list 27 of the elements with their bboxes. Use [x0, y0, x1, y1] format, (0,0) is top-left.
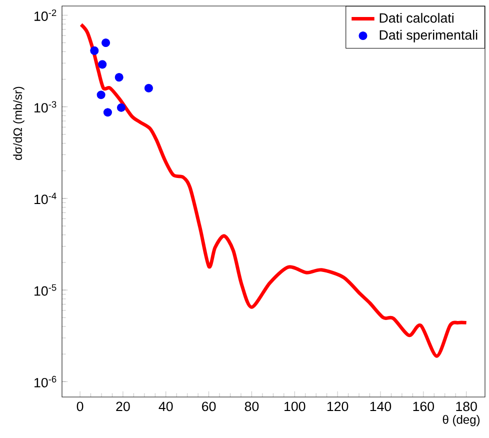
- point: [102, 38, 110, 48]
- y-axis-title: dσ/dΩ (mb/sr): [13, 86, 24, 160]
- point: [90, 46, 99, 55]
- x-tick-label: 0: [76, 402, 84, 412]
- legend-label: Dati calcolati: [380, 12, 454, 23]
- x-axis-title: θ (deg): [442, 415, 480, 426]
- point: [116, 103, 126, 112]
- x-tick-label: 140: [370, 402, 392, 412]
- y-tick-label: 10$^{-5}$: [34, 284, 56, 296]
- point: [98, 60, 107, 69]
- x-tick-label: 100: [284, 402, 306, 412]
- point: [96, 90, 106, 100]
- point: [103, 108, 112, 117]
- x-tick-label: 60: [202, 402, 216, 412]
- x-tick-label: 80: [244, 402, 259, 412]
- x-tick-label: 120: [327, 402, 348, 412]
- x-tick-label: 20: [116, 402, 130, 412]
- point: [144, 84, 153, 92]
- x-tick-label: 40: [158, 402, 173, 412]
- x-tick-label: 160: [413, 402, 434, 412]
- y-tick-label: 10$^{-6}$: [34, 376, 56, 388]
- point: [114, 73, 124, 82]
- legend-label: Dati sperimentali: [380, 30, 478, 42]
- y-tick-label: 10$^{-3}$: [34, 101, 56, 113]
- y-tick-label: 10$^{-4}$: [34, 192, 56, 204]
- x-tick-label: 180: [456, 402, 477, 412]
- y-tick-label: 10$^{-2}$: [34, 9, 56, 21]
